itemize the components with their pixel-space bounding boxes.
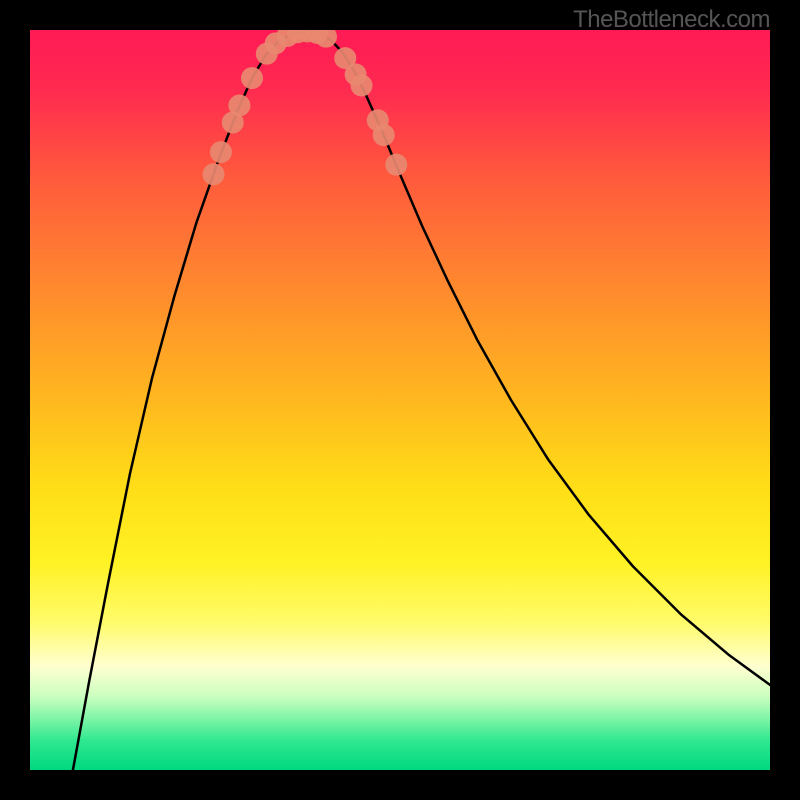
- data-marker: [373, 124, 395, 146]
- data-marker: [228, 94, 250, 116]
- data-marker: [241, 67, 263, 89]
- data-marker: [385, 154, 407, 176]
- data-marker: [315, 30, 337, 48]
- plot-area: [30, 30, 770, 770]
- data-marker: [203, 163, 225, 185]
- data-markers: [30, 30, 770, 770]
- data-marker: [351, 75, 373, 97]
- chart-container: TheBottleneck.com: [0, 0, 800, 800]
- data-marker: [210, 141, 232, 163]
